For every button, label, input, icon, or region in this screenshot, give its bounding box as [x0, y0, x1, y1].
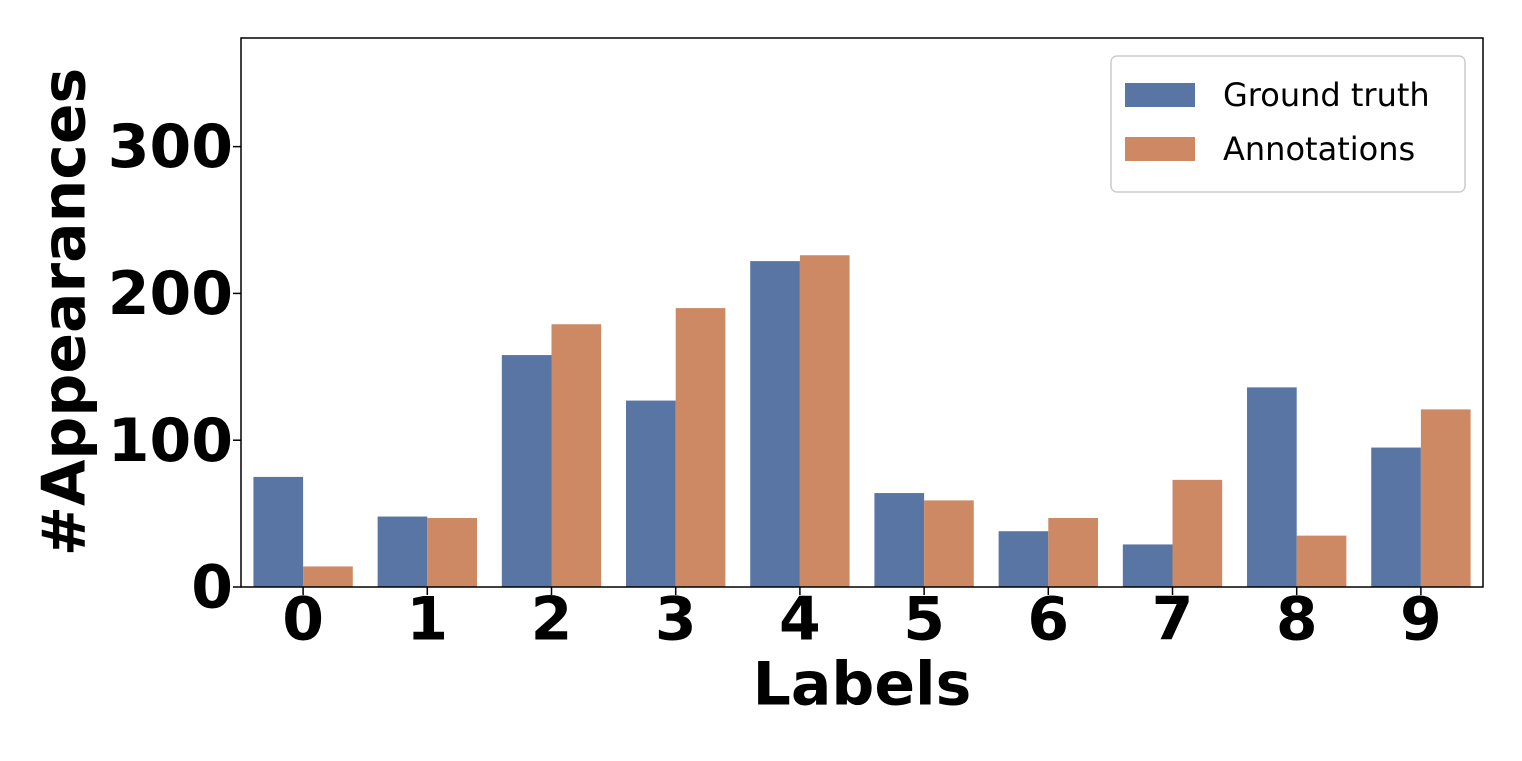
- y-tick-label: 300: [108, 112, 233, 182]
- x-tick-label: 6: [1027, 585, 1069, 655]
- x-tick-label: 7: [1152, 585, 1194, 655]
- legend-label: Annotations: [1223, 130, 1415, 168]
- x-tick-label: 1: [406, 585, 448, 655]
- y-axis-label: #Appearances: [30, 68, 100, 557]
- bar: [427, 518, 477, 587]
- legend-box: [1110, 55, 1466, 193]
- bar: [1122, 544, 1173, 587]
- x-tick-label: 8: [1276, 585, 1318, 655]
- bar: [253, 476, 304, 587]
- bar: [1420, 409, 1471, 587]
- y-tick-label: 200: [108, 259, 233, 329]
- y-tick-label: 100: [108, 406, 233, 476]
- bar: [924, 500, 974, 587]
- bar: [551, 324, 602, 587]
- bar: [1172, 479, 1223, 587]
- bar: [303, 566, 353, 587]
- x-tick-label: 3: [655, 585, 697, 655]
- legend-swatch: [1125, 137, 1195, 161]
- bar: [1371, 447, 1421, 587]
- bar: [626, 400, 676, 587]
- bar: [799, 255, 850, 587]
- bar: [1247, 387, 1297, 587]
- bar: [501, 355, 552, 587]
- plot-frame: [240, 37, 1484, 588]
- bar: [1296, 535, 1347, 587]
- bar: [750, 261, 800, 587]
- bar: [874, 493, 925, 587]
- bar: [998, 531, 1049, 587]
- bar: [377, 516, 428, 587]
- x-axis-label: Labels: [753, 650, 972, 720]
- x-tick-label: 4: [779, 585, 821, 655]
- x-tick-label: 5: [903, 585, 945, 655]
- legend-label: Ground truth: [1223, 76, 1430, 114]
- x-tick-label: 0: [282, 585, 324, 655]
- x-tick-label: 2: [531, 585, 573, 655]
- legend-swatch: [1125, 83, 1195, 107]
- bar: [1048, 518, 1098, 587]
- y-tick-label: 0: [191, 553, 233, 623]
- x-tick-label: 9: [1400, 585, 1442, 655]
- bar: [675, 308, 726, 587]
